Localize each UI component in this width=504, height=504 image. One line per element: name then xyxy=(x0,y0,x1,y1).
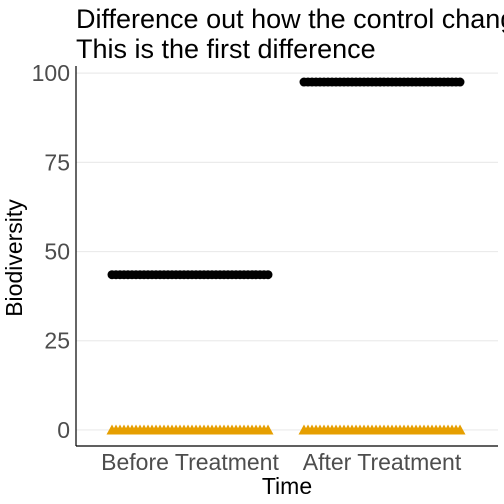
y-tick-label-2: 50 xyxy=(44,239,70,265)
x-tick-labels: Before Treatment After Treatment xyxy=(101,449,462,475)
point xyxy=(455,77,465,87)
series-1-category-0-points xyxy=(106,424,274,435)
point xyxy=(263,270,273,280)
x-axis-label: Time xyxy=(262,473,312,499)
y-tick-label-3: 75 xyxy=(44,149,70,175)
data-marks xyxy=(106,77,466,435)
series-0-category-0-points xyxy=(107,270,273,280)
point xyxy=(454,424,466,435)
point xyxy=(262,424,274,435)
y-tick-label-0: 0 xyxy=(57,417,70,443)
series-0-category-1-points xyxy=(299,77,465,87)
y-tick-labels: 0 25 50 75 100 xyxy=(32,60,70,443)
series-1-category-1-points xyxy=(298,424,466,435)
x-tick-label-1: After Treatment xyxy=(303,449,462,475)
axes xyxy=(75,66,498,447)
x-tick-label-0: Before Treatment xyxy=(101,449,279,475)
chart-title: Difference out how the control changed xyxy=(76,4,504,34)
y-axis-label: Biodiversity xyxy=(1,199,27,317)
y-tick-label-4: 100 xyxy=(32,60,70,86)
y-tick-label-1: 25 xyxy=(44,328,70,354)
chart-title-group: Difference out how the control changed T… xyxy=(76,4,504,64)
gridlines xyxy=(76,72,498,431)
chart-subtitle: This is the first difference xyxy=(76,34,376,64)
